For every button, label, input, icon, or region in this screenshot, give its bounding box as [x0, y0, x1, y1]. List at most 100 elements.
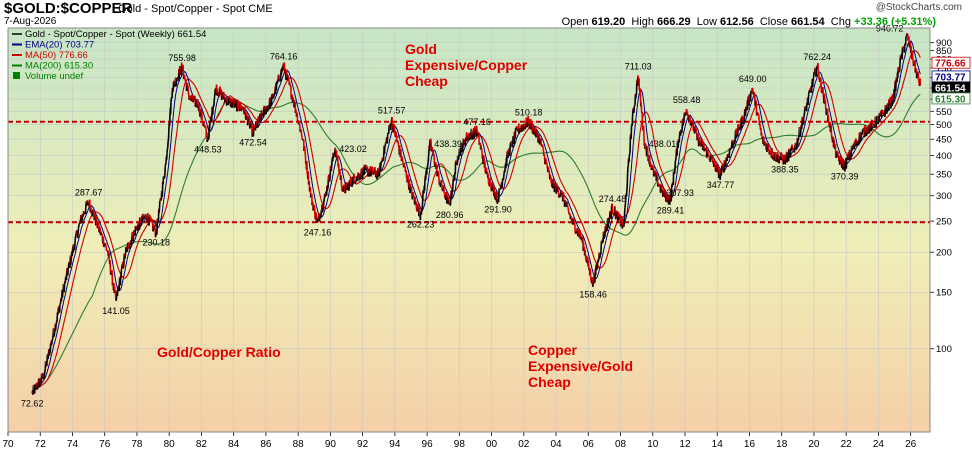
point-label: 388.35	[771, 165, 799, 175]
x-axis: 70 72 74 76 78 80 82 84 86 88 90 92 94 96 98 00 02 04 06 08…	[2, 432, 917, 450]
point-labels: 72.62 287.67 141.05 230.18 755.98 448.53 472.5…	[21, 24, 903, 409]
point-label: 247.16	[304, 228, 332, 238]
point-label: 764.16	[270, 52, 298, 62]
x-tick-label: 74	[67, 439, 79, 450]
chg-label: Chg	[830, 16, 851, 28]
point-label: 477.16	[463, 117, 491, 127]
x-tick-label: 80	[164, 439, 176, 450]
point-label: 438.39	[434, 139, 462, 149]
x-tick-label: 88	[293, 439, 305, 450]
red-annotation-line: Expensive/Copper	[405, 57, 528, 73]
y-tick-label: 450	[936, 135, 952, 146]
watermark: @StockCharts.com	[875, 2, 962, 13]
point-label: 438.01	[649, 139, 677, 149]
chart-date: 7-Aug-2026	[4, 16, 57, 27]
x-tick-label: 12	[679, 439, 691, 450]
high-value: 666.29	[657, 16, 691, 28]
x-tick-label: 02	[518, 439, 530, 450]
x-tick-label: 08	[615, 439, 627, 450]
price-series	[31, 33, 922, 395]
right-label-box	[931, 92, 971, 105]
symbol-description: Gold - Spot/Copper - Spot CME	[118, 3, 273, 15]
x-tick-label: 92	[357, 439, 369, 450]
x-tick-label: 78	[131, 439, 143, 450]
x-tick-label: 22	[841, 439, 853, 450]
red-annotation-line: Expensive/Gold	[528, 358, 633, 374]
point-label: 262.23	[407, 219, 435, 229]
point-label: 711.03	[625, 62, 652, 72]
close-label: Close	[759, 16, 788, 28]
legend-entry: MA(50) 776.66	[25, 50, 88, 61]
red-annotation-line: Copper	[528, 342, 578, 358]
x-tick-label: 26	[905, 439, 917, 450]
point-label: 158.46	[579, 290, 607, 300]
y-tick-label: 350	[936, 170, 952, 181]
x-tick-label: 86	[260, 439, 272, 450]
point-label: 448.53	[194, 145, 222, 155]
legend-entry: Volume undef	[25, 71, 83, 82]
point-label: 755.98	[168, 53, 196, 63]
ma50-line	[31, 50, 921, 395]
y-tick-label: 900	[936, 38, 952, 49]
y-tick-label: 150	[936, 288, 952, 299]
y-tick-label: 300	[936, 191, 952, 202]
point-label: 946.72	[876, 24, 904, 34]
point-label: 510.18	[515, 108, 543, 118]
point-label: 280.96	[436, 210, 464, 220]
point-label: 517.57	[378, 106, 406, 116]
x-tick-label: 94	[389, 439, 401, 450]
red-annotation-line: Gold/Copper Ratio	[157, 344, 281, 360]
x-tick-label: 16	[744, 439, 756, 450]
ohlc-readout: Open 619.20 High 666.29 Low 612.56 Close…	[562, 16, 936, 28]
x-tick-label: 20	[808, 439, 820, 450]
low-value: 612.56	[720, 16, 754, 28]
close-value: 661.54	[791, 16, 825, 28]
right-label-text: 661.54	[935, 83, 966, 94]
point-label: 230.18	[143, 238, 171, 248]
legend-swatch	[13, 72, 20, 79]
legend-entry: EMA(20) 703.77	[25, 40, 94, 51]
legend: Gold - Spot/Copper - Spot (Weekly) 661.5…	[12, 29, 206, 82]
plot-background	[8, 28, 930, 432]
x-tick-label: 24	[873, 439, 885, 450]
point-label: 472.54	[239, 137, 267, 147]
right-label-box	[931, 56, 971, 69]
x-tick-label: 98	[454, 439, 466, 450]
point-label: 649.00	[739, 74, 767, 84]
point-label: 347.77	[707, 180, 735, 190]
x-tick-label: 06	[583, 439, 595, 450]
x-tick-label: 04	[550, 439, 562, 450]
red-annotation-line: Cheap	[528, 374, 571, 390]
point-label: 287.67	[75, 188, 103, 198]
high-label: High	[631, 16, 654, 28]
x-tick-label: 70	[2, 439, 14, 450]
point-label: 307.93	[666, 188, 694, 198]
point-label: 558.48	[673, 95, 701, 105]
plot-frame	[7, 27, 931, 433]
red-annotation-line: Gold	[405, 41, 437, 57]
point-label: 72.62	[21, 398, 44, 408]
right-label-text: 776.66	[935, 59, 966, 70]
x-tick-label: 96	[422, 439, 434, 450]
x-tick-label: 14	[712, 439, 724, 450]
guide-lines	[8, 120, 930, 224]
y-tick-label: 400	[936, 151, 952, 162]
y-tick-label: 850	[936, 46, 952, 57]
x-tick-label: 84	[228, 439, 240, 450]
point-label: 291.90	[484, 205, 512, 215]
x-tick-label: 90	[325, 439, 337, 450]
open-label: Open	[561, 16, 589, 28]
symbol-title: $GOLD:$COPPER	[4, 0, 133, 17]
point-label: 289.41	[657, 206, 685, 216]
y-tick-label: 200	[936, 248, 952, 259]
open-value: 619.20	[591, 16, 626, 28]
point-label: 370.39	[831, 171, 859, 181]
x-tick-label: 76	[99, 439, 111, 450]
red-annotation-line: Cheap	[405, 73, 448, 89]
low-label: Low	[696, 16, 717, 28]
chg-value: +33.36 (+5.31%)	[854, 16, 936, 28]
y-tick-label: 500	[936, 120, 952, 131]
